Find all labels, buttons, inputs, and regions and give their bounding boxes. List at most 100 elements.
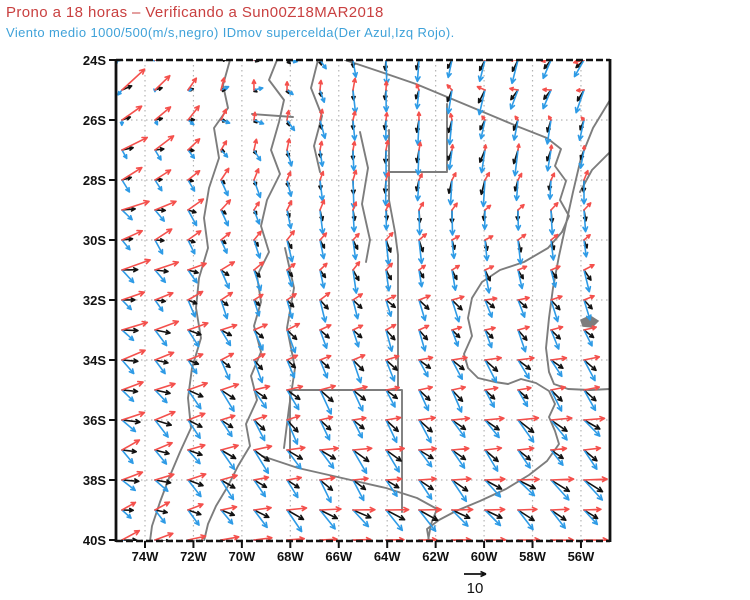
wind-arrow [319, 329, 330, 339]
wind-arrow [418, 449, 433, 468]
wind-arrow [253, 444, 273, 451]
wind-arrow [154, 389, 171, 396]
wind-arrow [550, 299, 561, 311]
wind-arrow [479, 149, 486, 174]
wind-arrow [187, 60, 189, 61]
wind-arrow [154, 74, 171, 91]
x-tick-label: 74W [132, 549, 159, 564]
wind-arrow [286, 322, 301, 331]
wind-arrow [319, 419, 331, 441]
x-tick-label: 68W [277, 549, 304, 564]
wind-arrow [418, 385, 433, 391]
wind-arrow [484, 476, 506, 483]
wind-arrow [517, 419, 535, 443]
wind-arrow [121, 136, 148, 151]
wind-arrow [351, 140, 357, 151]
wind-arrow [253, 539, 256, 541]
wind-arrow [483, 239, 490, 262]
wind-arrow [418, 509, 439, 522]
wind-arrow [121, 166, 143, 181]
wind-arrow [253, 419, 266, 431]
wind-arrow [484, 299, 496, 309]
wind-arrow [319, 389, 334, 403]
wind-arrow [418, 299, 430, 310]
wind-arrow [286, 354, 299, 361]
wind-arrow [187, 381, 208, 391]
wind-arrow [383, 89, 390, 113]
wind-arrow [418, 389, 431, 401]
wind-arrow [583, 234, 591, 241]
wind-arrow [385, 479, 398, 497]
wind-arrow [286, 293, 297, 301]
wind-arrow [154, 509, 166, 524]
wind-arrow [220, 269, 230, 277]
wind-arrow [154, 260, 180, 271]
wind-arrow [220, 443, 239, 451]
map-boundary-path [251, 113, 294, 118]
wind-arrow [352, 60, 354, 61]
wind-arrow [121, 209, 133, 221]
wind-arrow [154, 209, 165, 222]
wind-arrow [220, 359, 231, 381]
wind-arrow [319, 108, 324, 121]
wind-arrow [319, 359, 330, 369]
wind-arrow [121, 448, 137, 454]
wind-arrow [154, 291, 174, 301]
wind-arrow [385, 389, 396, 408]
wind-arrow [319, 449, 335, 469]
wind-arrow [286, 149, 294, 167]
wind-arrow [418, 329, 427, 352]
wind-arrow [352, 329, 363, 339]
wind-arrow [352, 77, 357, 91]
wind-arrow [220, 85, 230, 91]
wind-arrow [253, 138, 259, 151]
wind-arrow [253, 505, 272, 512]
wind-arrow [583, 264, 595, 271]
wind-arrow [477, 89, 486, 116]
x-tick-label: 62W [422, 549, 449, 564]
wind-arrow [121, 199, 150, 211]
wind-arrow [352, 389, 364, 412]
wind-arrow [352, 419, 363, 439]
wind-arrow [286, 505, 308, 512]
wind-arrow [481, 209, 488, 231]
wind-arrow [418, 329, 429, 341]
wind-arrow [121, 479, 136, 492]
wind-arrow [418, 324, 430, 331]
wind-arrow [286, 60, 288, 61]
wind-arrow [517, 415, 540, 422]
wind-arrow [187, 149, 196, 159]
wind-arrow [385, 389, 398, 400]
wind-arrow [577, 119, 585, 141]
wind-arrow [385, 269, 392, 292]
wind-arrow [220, 60, 228, 62]
wind-arrow [121, 501, 137, 511]
wind-arrow [117, 89, 123, 96]
wind-arrow [220, 239, 228, 254]
wind-arrow [253, 299, 261, 317]
wind-arrow [187, 119, 195, 126]
wind-arrow [154, 382, 176, 391]
wind-arrow [187, 299, 197, 318]
wind-arrow [220, 149, 229, 158]
reference-arrow: 10 [464, 570, 487, 597]
wind-arrow [286, 230, 295, 241]
wind-arrow [550, 415, 573, 422]
wind-arrow [318, 79, 323, 91]
wind-arrow [483, 144, 488, 151]
wind-arrow [253, 389, 268, 400]
x-tick-label: 60W [471, 549, 498, 564]
wind-arrow [517, 329, 527, 353]
wind-arrow [253, 86, 264, 92]
wind-arrow [583, 359, 597, 372]
wind-arrow [583, 479, 604, 493]
wind-arrow [545, 149, 552, 172]
chart-title: Prono a 18 horas – Verificando a Sun00Z1… [6, 4, 384, 21]
wind-arrow [352, 385, 368, 391]
wind-arrow [187, 170, 201, 181]
wind-arrow [385, 354, 400, 361]
wind-arrow [154, 179, 163, 192]
wind-arrow [285, 109, 291, 121]
wind-arrow [286, 262, 296, 271]
wind-arrow [517, 265, 528, 271]
